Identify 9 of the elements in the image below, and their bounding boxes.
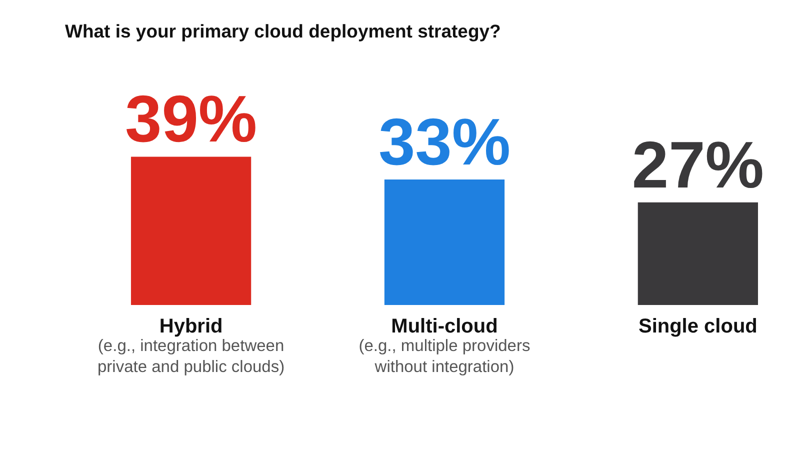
text: (e.g., multiple providers without integration) bbox=[358, 337, 530, 376]
data-label: 39% bbox=[124, 82, 258, 156]
x-tick-label: Hybrid bbox=[159, 316, 223, 338]
x-tick-label: Multi-cloud bbox=[391, 316, 498, 338]
x-tick-label: Single cloud bbox=[638, 316, 758, 338]
data-label: 33% bbox=[378, 104, 511, 179]
chart-title: What is your primary cloud deployment strategy? bbox=[65, 20, 501, 42]
data-label: 27% bbox=[632, 127, 764, 202]
text: (e.g., integration between private and public clouds) bbox=[97, 337, 285, 376]
